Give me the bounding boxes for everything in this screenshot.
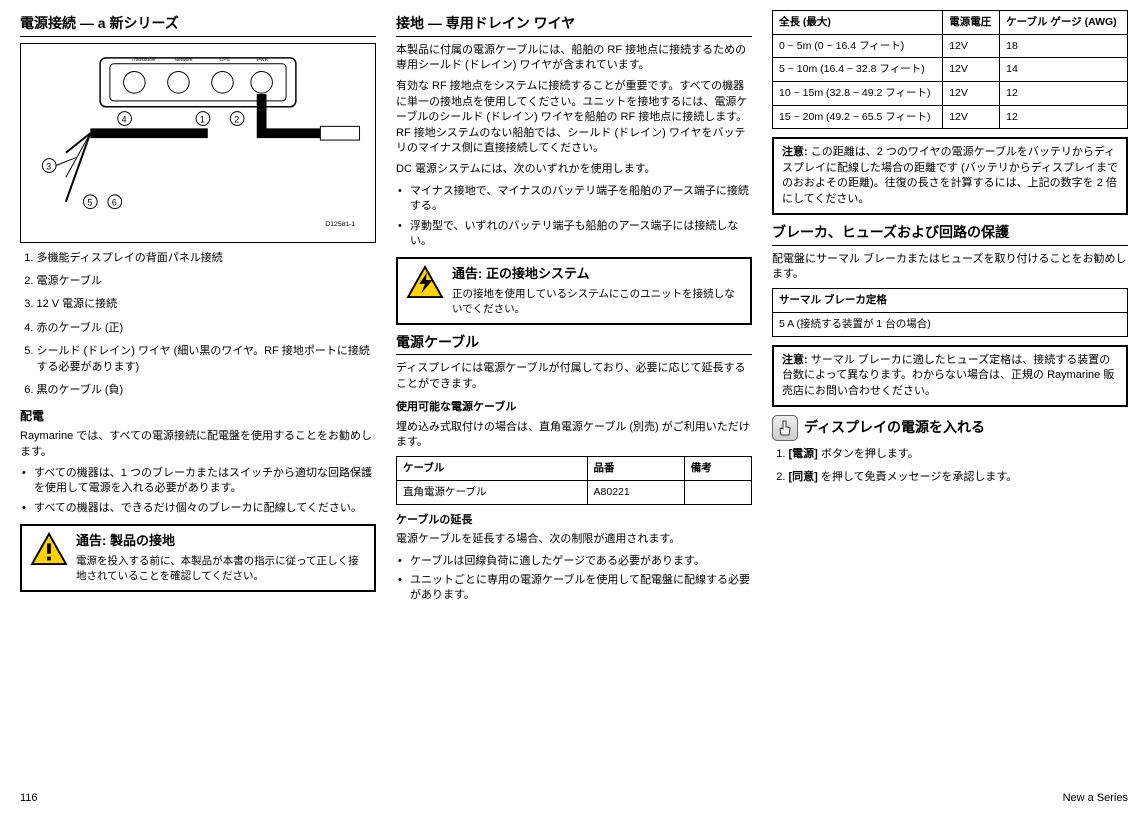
table-row: 5 A (接続する装置が 1 台の場合) <box>773 313 1128 337</box>
power-step: [同意] を押して免責メッセージを承認します。 <box>789 470 1129 485</box>
touch-icon <box>772 415 798 441</box>
grounding-para3: DC 電源システムには、次のいずれかを使用します。 <box>396 162 752 177</box>
cable-table: ケーブル 品番 備考 直角電源ケーブル A80221 <box>396 456 752 504</box>
heading-grounding-drain: 接地 — 専用ドレイン ワイヤ <box>396 14 752 37</box>
extension-bullets: ケーブルは回線負荷に適したゲージである必要があります。 ユニットごとに専用の電源… <box>396 554 752 604</box>
ext-bullet: ケーブルは回線負荷に適したゲージである必要があります。 <box>396 554 752 569</box>
column-3: 全長 (最大) 電源電圧 ケーブル ゲージ (AWG) 0 ~ 5m (0 ~ … <box>772 10 1128 610</box>
legend-item: 12 V 電源に接続 <box>37 297 377 312</box>
legend-item: 赤のケーブル (正) <box>37 321 377 336</box>
heading-breaker: ブレーカ、ヒューズおよび回路の保護 <box>772 223 1128 246</box>
column-1: 電源接続 — a 新シリーズ Transducer Network GPS PW… <box>20 10 376 610</box>
note-text: この距離は、2 つのワイヤの電源ケーブルをバッテリからディスプレイに配線した場合… <box>782 146 1118 204</box>
power-on-steps: [電源] ボタンを押します。 [同意] を押して免責メッセージを承認します。 <box>789 447 1129 486</box>
heading-distribution: 配電 <box>20 408 376 425</box>
warning-text: 正の接地を使用しているシステムにこのユニットを接続しないでください。 <box>452 287 742 316</box>
dc-bullet: マイナス接地で、マイナスのバッテリ端子を船舶のアース端子に接続する。 <box>396 184 752 215</box>
warning-title: 通告: 製品の接地 <box>76 532 366 550</box>
svg-text:Network: Network <box>175 56 193 62</box>
caution-icon <box>30 532 68 571</box>
legend-item: 電源ケーブル <box>37 274 377 289</box>
page-number: 116 <box>20 791 38 806</box>
th-partno: 品番 <box>587 457 684 481</box>
gauge-table: 全長 (最大) 電源電圧 ケーブル ゲージ (AWG) 0 ~ 5m (0 ~ … <box>772 10 1128 129</box>
power-step: [電源] ボタンを押します。 <box>789 447 1129 462</box>
svg-text:2: 2 <box>234 114 239 124</box>
svg-text:Transducer: Transducer <box>131 56 156 62</box>
warning-positive-ground: 通告: 正の接地システム 正の接地を使用しているシステムにこのユニットを接続しな… <box>396 257 752 325</box>
th-voltage: 電源電圧 <box>943 11 1000 35</box>
shock-icon <box>406 265 444 304</box>
table-row: 直角電源ケーブル A80221 <box>397 481 752 505</box>
distribution-intro: Raymarine では、すべての電源接続に配電盤を使用することをお勧めします。 <box>20 429 376 460</box>
th-cable: ケーブル <box>397 457 588 481</box>
dist-bullet: すべての機器は、できるだけ個々のブレーカに配線してください。 <box>20 501 376 516</box>
svg-text:6: 6 <box>112 197 117 207</box>
distribution-bullets: すべての機器は、1 つのブレーカまたはスイッチから適切な回路保護を使用して電源を… <box>20 466 376 516</box>
power-cable-para: ディスプレイには電源ケーブルが付属しており、必要に応じて延長することができます。 <box>396 361 752 392</box>
note-label: 注意: <box>782 146 808 158</box>
table-row: 0 ~ 5m (0 ~ 16.4 フィート)12V18 <box>773 34 1128 58</box>
heading-cable-extension: ケーブルの延長 <box>396 513 752 528</box>
heading-power-cable: 電源ケーブル <box>396 333 752 356</box>
heading-power-connection: 電源接続 — a 新シリーズ <box>20 14 376 37</box>
legend-item: 黒のケーブル (負) <box>37 383 377 398</box>
breaker-table: サーマル ブレーカ定格 5 A (接続する装置が 1 台の場合) <box>772 288 1128 336</box>
svg-text:1: 1 <box>200 114 205 124</box>
note-label: 注意: <box>782 354 808 366</box>
dc-system-bullets: マイナス接地で、マイナスのバッテリ端子を船舶のアース端子に接続する。 浮動型で、… <box>396 184 752 250</box>
th-notes: 備考 <box>684 457 751 481</box>
grounding-para2: 有効な RF 接地点をシステムに接続することが重要です。すべての機器に単一の接地… <box>396 79 752 156</box>
table-row: 5 ~ 10m (16.4 ~ 32.8 フィート)12V14 <box>773 58 1128 82</box>
note-distance: 注意: この距離は、2 つのワイヤの電源ケーブルをバッテリからディスプレイに配線… <box>772 137 1128 215</box>
cable-extension-para: 電源ケーブルを延長する場合、次の制限が適用されます。 <box>396 532 752 547</box>
diagram-ref: D12581-1 <box>325 221 355 228</box>
breaker-para: 配電盤にサーマル ブレーカまたはヒューズを取り付けることをお勧めします。 <box>772 252 1128 283</box>
legend-item: 多機能ディスプレイの背面パネル接続 <box>37 251 377 266</box>
column-2: 接地 — 専用ドレイン ワイヤ 本製品に付属の電源ケーブルには、船舶の RF 接… <box>396 10 752 610</box>
note-text: サーマル ブレーカに適したヒューズ定格は、接続する装置の台数によって異なります。… <box>782 354 1114 397</box>
table-row: 10 ~ 15m (32.8 ~ 49.2 フィート)12V12 <box>773 82 1128 106</box>
th-awg: ケーブル ゲージ (AWG) <box>1000 11 1128 35</box>
table-row: 15 ~ 20m (49.2 ~ 65.5 フィート)12V12 <box>773 105 1128 129</box>
dc-bullet: 浮動型で、いずれのバッテリ端子も船舶のアース端子には接続しない。 <box>396 219 752 250</box>
svg-text:4: 4 <box>122 114 127 124</box>
svg-text:5: 5 <box>87 197 92 207</box>
dist-bullet: すべての機器は、1 つのブレーカまたはスイッチから適切な回路保護を使用して電源を… <box>20 466 376 497</box>
svg-text:3: 3 <box>46 161 51 171</box>
page-footer: 116 New a Series <box>20 791 1128 806</box>
th-length: 全長 (最大) <box>773 11 943 35</box>
warning-title: 通告: 正の接地システム <box>452 265 742 283</box>
diagram-legend-list: 多機能ディスプレイの背面パネル接続 電源ケーブル 12 V 電源に接続 赤のケー… <box>37 251 377 399</box>
warning-text: 電源を投入する前に、本製品が本書の指示に従って正しく接地されていることを確認して… <box>76 554 366 583</box>
connection-diagram: Transducer Network GPS PWR 3 4 1 <box>20 43 376 243</box>
th-breaker-rating: サーマル ブレーカ定格 <box>773 289 1128 313</box>
heading-available-cables: 使用可能な電源ケーブル <box>396 400 752 415</box>
available-cables-para: 埋め込み式取付けの場合は、直角電源ケーブル (別売) がご利用いただけます。 <box>396 420 752 451</box>
ext-bullet: ユニットごとに専用の電源ケーブルを使用して配電盤に配線する必要があります。 <box>396 573 752 604</box>
svg-text:PWR: PWR <box>257 56 269 62</box>
footer-title: New a Series <box>1063 791 1128 806</box>
legend-item: シールド (ドレイン) ワイヤ (細い黒のワイヤ。RF 接地ポートに接続する必要… <box>37 344 377 375</box>
warning-grounding: 通告: 製品の接地 電源を投入する前に、本製品が本書の指示に従って正しく接地され… <box>20 524 376 592</box>
heading-power-on: ディスプレイの電源を入れる <box>772 415 1128 441</box>
svg-text:GPS: GPS <box>220 56 231 62</box>
note-fuse-rating: 注意: サーマル ブレーカに適したヒューズ定格は、接続する装置の台数によって異な… <box>772 345 1128 407</box>
grounding-para1: 本製品に付属の電源ケーブルには、船舶の RF 接地点に接続するための専用シールド… <box>396 43 752 74</box>
